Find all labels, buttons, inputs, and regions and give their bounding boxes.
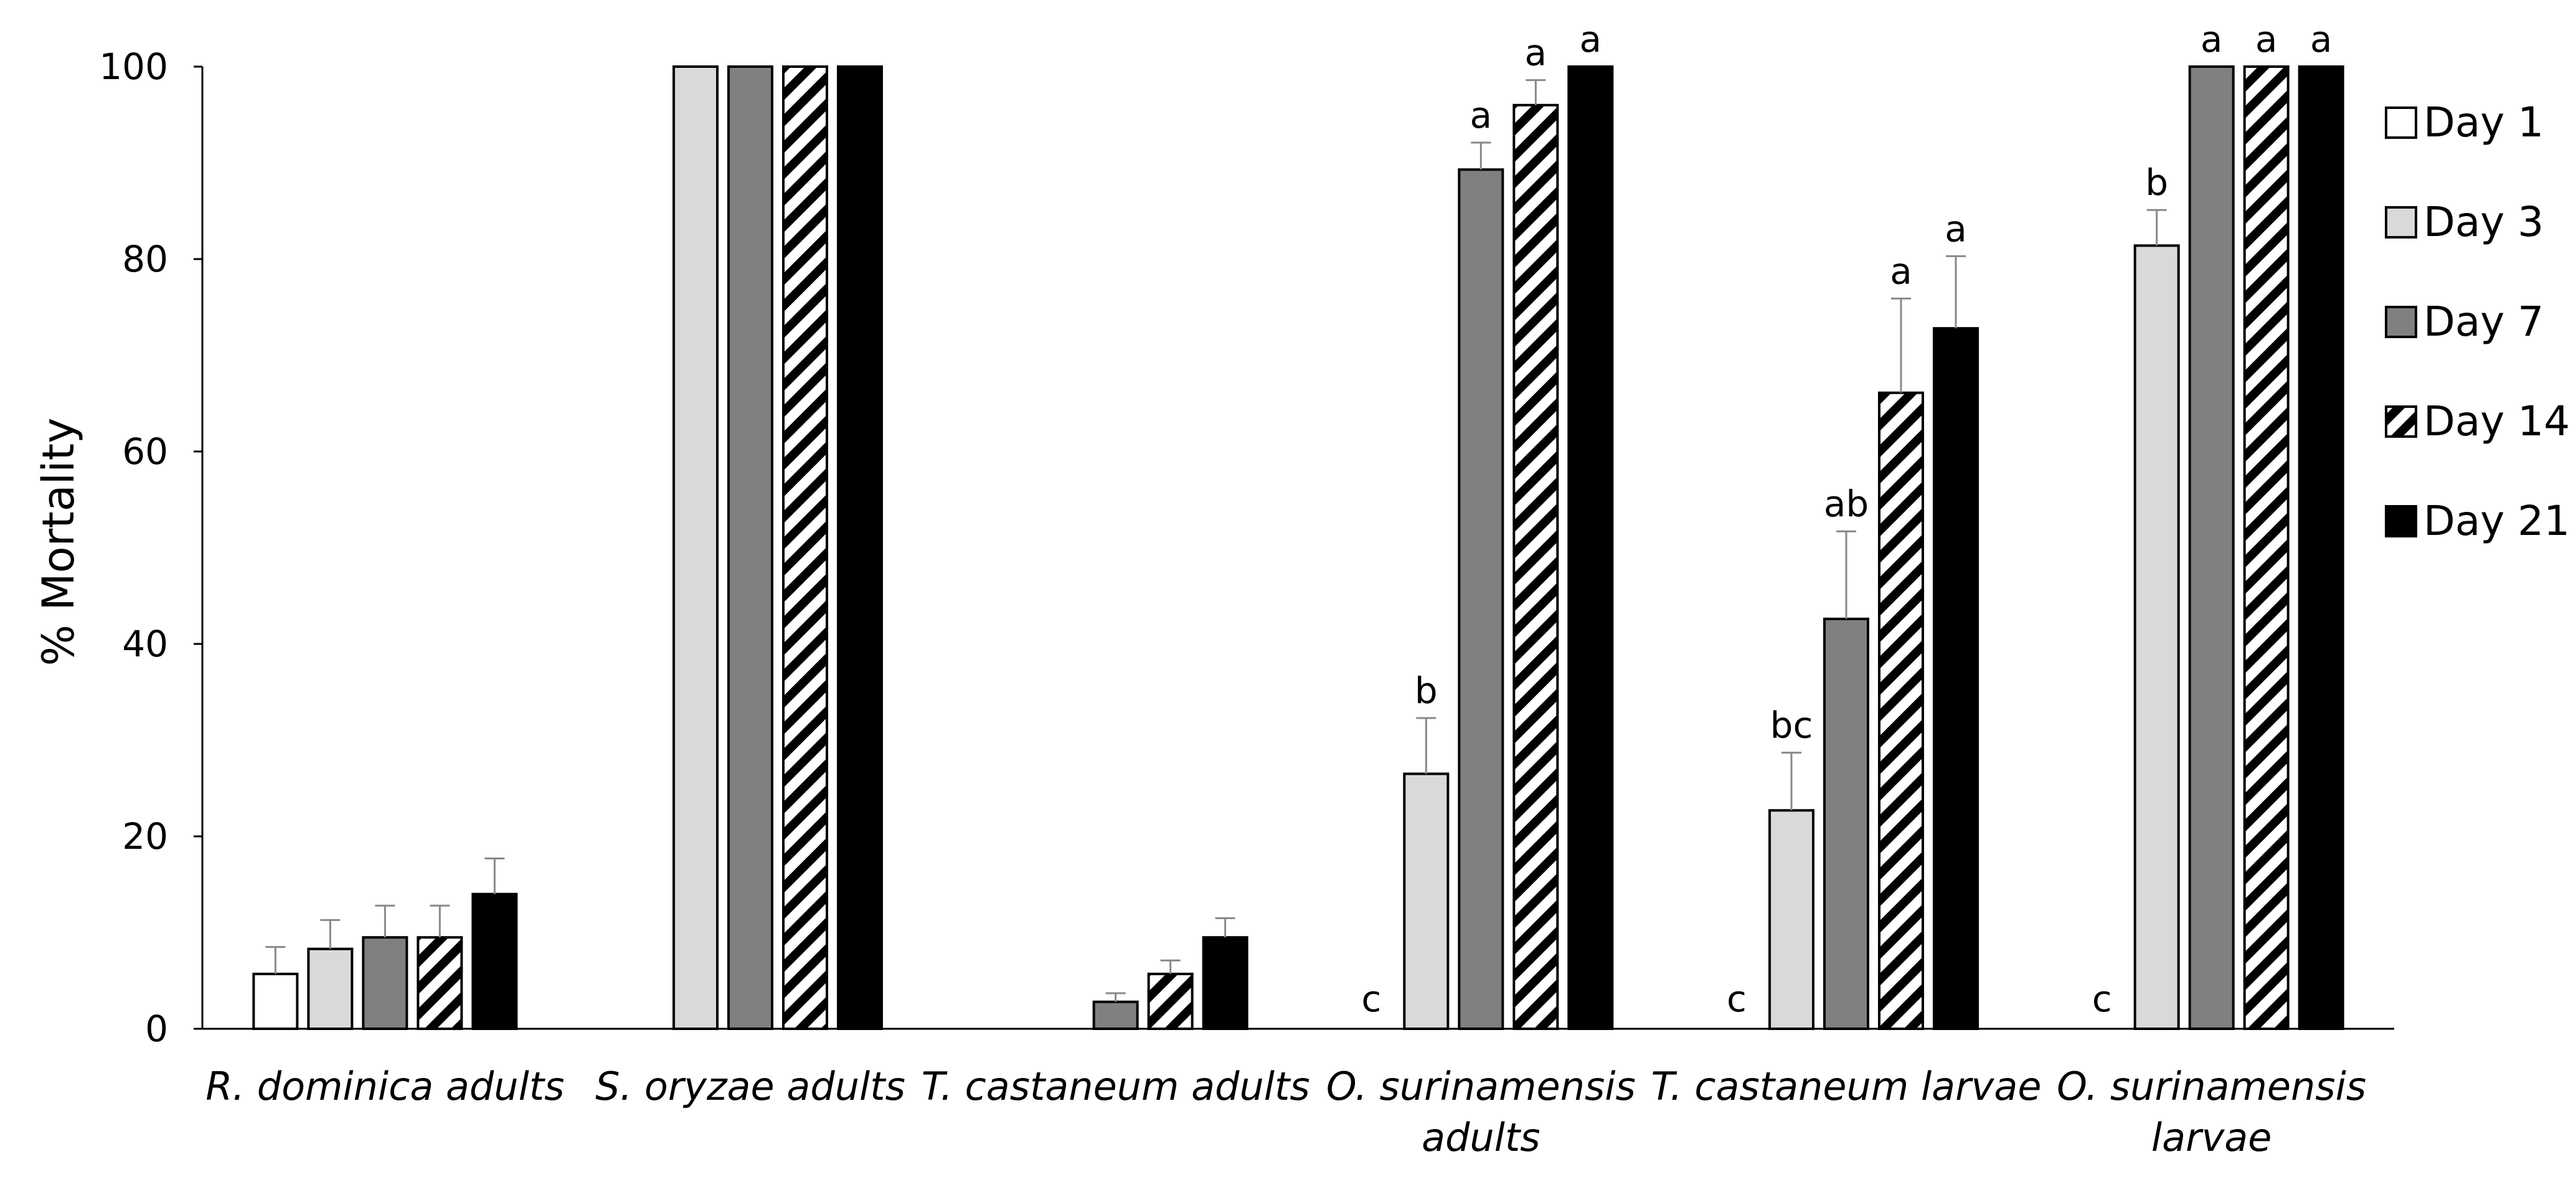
significance-letter: ab — [1824, 483, 1869, 525]
significance-letter: a — [2201, 18, 2223, 60]
bar — [727, 65, 773, 1030]
bar — [1147, 972, 1194, 1031]
y-tick-label: 0 — [145, 1008, 168, 1050]
legend-swatch — [2385, 206, 2417, 239]
bar — [1933, 327, 1979, 1030]
legend-swatch — [2385, 306, 2417, 338]
legend-label: Day 14 — [2423, 397, 2570, 445]
bar — [2243, 65, 2290, 1030]
legend-label: Day 7 — [2423, 298, 2544, 346]
y-tick-label: 40 — [122, 623, 168, 665]
category-label: T. castaneum adults — [922, 1064, 1310, 1109]
significance-letter: a — [2255, 18, 2278, 60]
legend-swatch — [2385, 106, 2417, 139]
category-label: O. surinamensis — [2057, 1064, 2366, 1109]
bar — [1567, 65, 1614, 1030]
category-label: S. oryzae adults — [595, 1064, 905, 1109]
y-tick-label: 100 — [99, 45, 168, 88]
bar — [672, 65, 719, 1030]
bar — [1458, 168, 1504, 1031]
legend-swatch — [2385, 405, 2417, 438]
legend-label: Day 3 — [2423, 198, 2544, 246]
bar — [1768, 809, 1814, 1031]
bar — [307, 947, 354, 1031]
significance-letter: c — [1727, 978, 1747, 1020]
legend-swatch — [2385, 505, 2417, 537]
bar — [1823, 617, 1869, 1030]
significance-letter: c — [2092, 978, 2112, 1020]
category-label: T. castaneum larvae — [1651, 1064, 2042, 1109]
bar — [1092, 1000, 1139, 1030]
legend-label: Day 21 — [2423, 497, 2570, 545]
bar — [417, 936, 463, 1030]
legend-label: Day 1 — [2423, 98, 2544, 146]
bar — [471, 892, 518, 1030]
bar — [252, 972, 299, 1031]
bar — [2298, 65, 2344, 1030]
legend: Day 1 Day 3 Day 7 Day 14 Day 21 — [2385, 98, 2570, 545]
bar — [837, 65, 883, 1030]
axes: 0 20 40 60 80 100 R. dominica adults S. oryzae … — [99, 45, 2394, 1160]
y-tick-label: 20 — [122, 815, 168, 858]
category-label: R. dominica adults — [205, 1064, 564, 1109]
bar — [2188, 65, 2235, 1030]
bar — [1202, 936, 1248, 1030]
significance-letter: a — [1525, 32, 1547, 74]
significance-letter: b — [2145, 161, 2168, 204]
y-axis-label: % Mortality — [33, 418, 84, 666]
significance-letter: b — [1415, 669, 1438, 712]
category-label: O. surinamensis — [1326, 1064, 1636, 1109]
significance-letter: c — [1361, 978, 1381, 1020]
significance-letter: a — [1945, 207, 1967, 250]
y-tick-label: 80 — [122, 238, 168, 280]
bar — [362, 936, 408, 1030]
bar — [2133, 244, 2180, 1030]
y-tick-label: 60 — [122, 430, 168, 473]
bar — [1878, 391, 1924, 1030]
significance-letter: bc — [1770, 704, 1813, 747]
bar — [1512, 103, 1559, 1030]
category-label: larvae — [2151, 1115, 2272, 1160]
significance-letter: a — [1890, 250, 1912, 292]
significance-letter: a — [2310, 18, 2333, 60]
bar — [782, 65, 828, 1030]
category-label: adults — [1422, 1115, 1540, 1160]
significance-letter: a — [1470, 94, 1493, 136]
significance-letter: a — [1580, 18, 1602, 60]
bar — [1403, 772, 1450, 1030]
